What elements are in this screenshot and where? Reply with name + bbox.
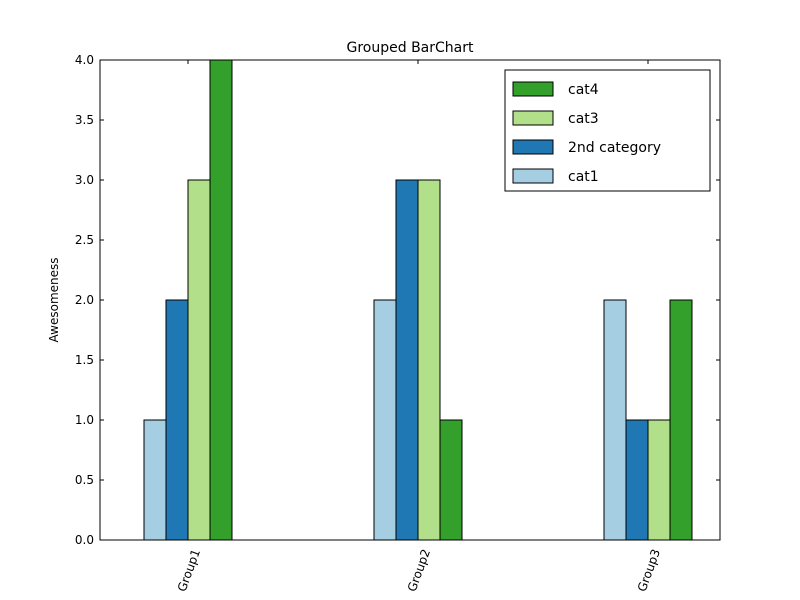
y-tick-label: 2.5	[75, 233, 94, 247]
legend-swatch-cat3	[512, 110, 554, 126]
bar-cat1-group3	[603, 299, 627, 541]
y-tick-label: 0.0	[75, 533, 94, 547]
y-axis-label: Awesomeness	[47, 257, 61, 342]
y-tick-label: 2.0	[75, 293, 94, 307]
bar-2nd-category-group2	[395, 179, 419, 541]
legend-label-cat3: cat3	[568, 111, 599, 127]
legend-label-cat1: cat1	[568, 169, 599, 185]
y-tick-label: 3.0	[75, 173, 94, 187]
y-tick-label: 0.5	[75, 473, 94, 487]
legend-swatch-cat4	[512, 81, 554, 97]
bar-cat4-group1	[209, 59, 233, 541]
y-tick-label: 4.0	[75, 53, 94, 67]
bar-cat3-group1	[187, 179, 211, 541]
bar-cat1-group1	[143, 419, 167, 541]
legend-label-cat4: cat4	[568, 82, 599, 98]
y-tick-label: 3.5	[75, 113, 94, 127]
bar-cat3-group2	[417, 179, 441, 541]
x-tick-label: Group2	[405, 547, 433, 593]
bar-cat4-group2	[439, 419, 463, 541]
legend-swatch-2nd-category	[512, 139, 554, 155]
bar-cat3-group3	[647, 419, 671, 541]
y-tick-label: 1.0	[75, 413, 94, 427]
chart-title: Grouped BarChart	[347, 40, 474, 56]
bar-cat4-group3	[669, 299, 693, 541]
bars-layer	[143, 59, 693, 541]
legend-label-2nd-category: 2nd category	[568, 140, 661, 156]
legend-swatch-cat1	[512, 168, 554, 184]
legend: cat4 cat3 2nd category cat1	[504, 69, 711, 192]
x-tick-label: Group3	[635, 547, 663, 593]
x-tick-label: Group1	[175, 547, 203, 593]
bar-cat1-group2	[373, 299, 397, 541]
bar-2nd-category-group1	[165, 299, 189, 541]
bar-2nd-category-group3	[625, 419, 649, 541]
y-tick-label: 1.5	[75, 353, 94, 367]
